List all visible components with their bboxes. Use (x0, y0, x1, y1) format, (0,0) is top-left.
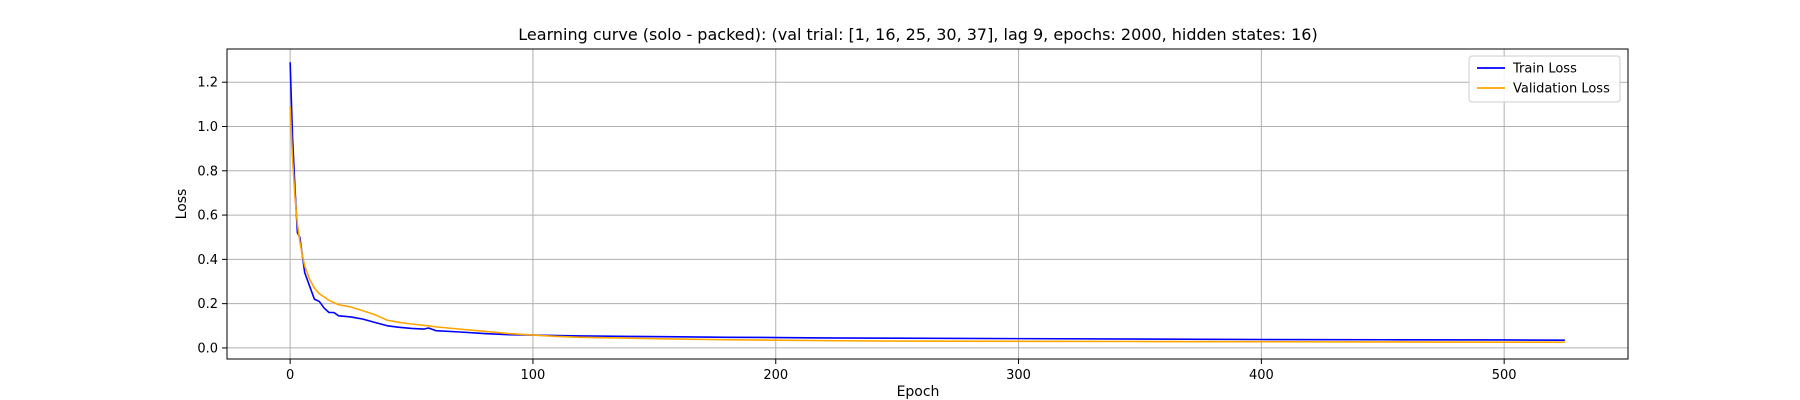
y-tick-label: 0.8 (197, 164, 218, 179)
x-axis-ticks: 0 100 200 300 400 500 (286, 359, 1517, 383)
legend: Train Loss Validation Loss (1468, 55, 1621, 103)
y-axis-title: Loss (174, 189, 190, 220)
x-tick-label: 200 (763, 368, 788, 383)
plot-frame (226, 48, 1629, 360)
series-line-0 (289, 62, 1565, 341)
y-axis-ticks: 0.0 0.2 0.4 0.6 0.8 1.0 1.2 (197, 76, 227, 356)
x-tick-label: 300 (1006, 368, 1031, 383)
y-tick-label: 1.2 (197, 76, 218, 91)
x-axis-title: Epoch (897, 384, 940, 400)
x-tick-label: 500 (1492, 368, 1517, 383)
legend-label: Validation Loss (1513, 82, 1610, 97)
series-line-1 (289, 106, 1565, 343)
legend-label: Train Loss (1512, 62, 1577, 77)
legend-box (1468, 55, 1621, 103)
y-tick-label: 1.0 (197, 120, 218, 135)
y-tick-label: 0.2 (197, 297, 218, 312)
y-tick-label: 0.0 (197, 341, 218, 356)
series-lines (289, 62, 1565, 343)
grid (227, 49, 1628, 359)
chart-title: Learning curve (solo - packed): (val tri… (518, 25, 1317, 44)
x-tick-label: 100 (521, 368, 546, 383)
y-tick-label: 0.6 (197, 209, 218, 224)
x-tick-label: 0 (286, 368, 294, 383)
x-tick-label: 400 (1249, 368, 1274, 383)
y-tick-label: 0.4 (197, 253, 218, 268)
